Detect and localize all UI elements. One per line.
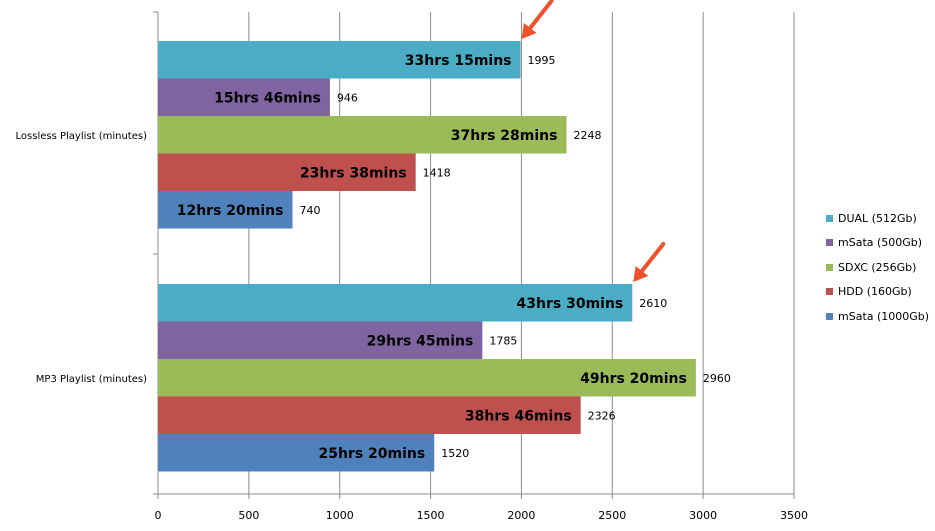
legend-item: mSata (500Gb) (826, 231, 934, 256)
legend-item: SDXC (256Gb) (826, 255, 934, 280)
x-tick-label: 500 (238, 509, 259, 522)
legend-label: mSata (500Gb) (838, 236, 923, 250)
bar-inside-label: 12hrs 20mins (177, 203, 284, 219)
bar-inside-label: 33hrs 15mins (405, 53, 512, 69)
bar-value-label: 1520 (441, 447, 469, 460)
bar-inside-label: 37hrs 28mins (451, 128, 558, 144)
legend: DUAL (512Gb) mSata (500Gb) SDXC (256Gb) HDD… (826, 206, 934, 329)
bar (158, 359, 696, 397)
bar-inside-label: 49hrs 20mins (580, 371, 687, 387)
legend-swatch (826, 214, 833, 222)
bar (158, 116, 567, 154)
category-label: Lossless Playlist (minutes) (16, 131, 148, 142)
bar-value-label: 946 (337, 91, 358, 104)
bar (158, 153, 416, 191)
arrow-head (521, 23, 537, 39)
legend-label: SDXC (256Gb) (838, 260, 917, 274)
x-tick-label: 2500 (598, 509, 626, 522)
arrow-shaft (639, 242, 666, 274)
annotation-arrow (633, 242, 666, 282)
bar (158, 434, 435, 472)
legend-swatch (826, 263, 833, 271)
x-tick-label: 1000 (326, 509, 354, 522)
arrow-shaft (528, 0, 554, 31)
bar-inside-label: 23hrs 38mins (300, 165, 407, 181)
bar (158, 41, 521, 79)
bar-value-label: 2248 (573, 129, 601, 142)
x-tick-label: 2000 (507, 509, 535, 522)
x-tick-label: 3500 (780, 509, 808, 522)
bar-value-label: 740 (299, 204, 320, 217)
bar (158, 191, 293, 229)
bar-value-label: 2960 (703, 372, 731, 385)
bar-value-label: 2326 (588, 409, 616, 422)
bar-inside-label: 29hrs 45mins (367, 333, 474, 349)
legend-swatch (826, 312, 833, 320)
bar (158, 321, 483, 359)
bar-value-label: 1418 (423, 166, 451, 179)
bar-value-label: 1785 (489, 334, 517, 347)
legend-label: DUAL (512Gb) (838, 211, 917, 225)
x-tick-label: 3000 (689, 509, 717, 522)
bar-value-label: 2610 (639, 297, 667, 310)
bar-inside-label: 43hrs 30mins (517, 296, 624, 312)
annotation-arrow (521, 0, 554, 39)
bar (158, 396, 581, 434)
x-tick-label: 1500 (417, 509, 445, 522)
category-label: MP3 Playlist (minutes) (36, 374, 147, 385)
bar-value-label: 1995 (528, 54, 556, 67)
bar-inside-label: 38hrs 46mins (465, 408, 572, 424)
legend-swatch (826, 239, 833, 247)
legend-item: mSata (1000Gb) (826, 304, 934, 329)
x-tick-label: 0 (155, 509, 162, 522)
bar-inside-label: 25hrs 20mins (318, 446, 425, 462)
bar (158, 284, 633, 322)
arrow-head (633, 266, 649, 282)
bar-inside-label: 15hrs 46mins (214, 90, 321, 106)
legend-label: HDD (160Gb) (838, 285, 912, 299)
legend-item: HDD (160Gb) (826, 280, 934, 305)
legend-item: DUAL (512Gb) (826, 206, 934, 231)
legend-label: mSata (1000Gb) (838, 309, 930, 323)
legend-swatch (826, 288, 833, 296)
bar (158, 78, 330, 116)
